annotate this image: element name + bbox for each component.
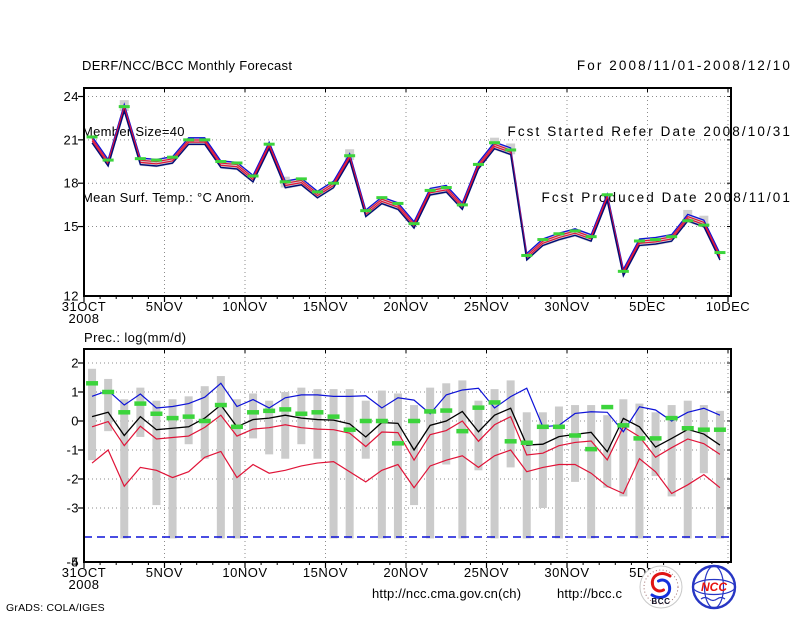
svg-text:15NOV: 15NOV — [303, 299, 348, 314]
svg-text:12: 12 — [64, 289, 79, 304]
svg-text:24: 24 — [64, 89, 79, 104]
svg-text:20NOV: 20NOV — [383, 565, 428, 580]
svg-text:20NOV: 20NOV — [383, 299, 428, 314]
bcc-logo-label: BCC — [651, 597, 670, 606]
bcc-swirl-red-icon — [650, 572, 672, 593]
precip-panel-title: Prec.: log(mm/d) — [84, 330, 187, 345]
grads-credit: GrADS: COLA/IGES — [6, 602, 105, 614]
svg-text:10DEC: 10DEC — [706, 299, 750, 314]
header-left: DERF/NCC/BCC Monthly Forecast Member Siz… — [82, 11, 292, 253]
page-title: DERF/NCC/BCC Monthly Forecast — [82, 58, 293, 73]
svg-text:15: 15 — [64, 219, 79, 234]
svg-text:-3: -3 — [66, 501, 79, 516]
svg-text:0: 0 — [71, 414, 79, 429]
svg-text:21: 21 — [64, 132, 79, 147]
svg-text:-5: -5 — [66, 555, 79, 570]
produced-date-label: Fcst Produced Date 2008/11/01 — [541, 190, 792, 205]
svg-text:15NOV: 15NOV — [303, 565, 348, 580]
svg-text:2: 2 — [71, 356, 79, 371]
svg-text:-4: -4 — [66, 555, 79, 570]
refer-date-label: Fcst Started Refer Date 2008/10/31 — [507, 124, 792, 139]
svg-text:2008: 2008 — [69, 577, 100, 592]
svg-text:5DEC: 5DEC — [629, 299, 666, 314]
svg-text:10NOV: 10NOV — [222, 565, 267, 580]
forecast-range-label: For 2008/11/01-2008/12/10 — [576, 58, 792, 73]
svg-text:25NOV: 25NOV — [464, 565, 509, 580]
temp-panel-title: Mean Surf. Temp.: °C Anom. — [82, 190, 255, 205]
svg-text:30NOV: 30NOV — [544, 299, 589, 314]
svg-text:31OCT: 31OCT — [62, 565, 106, 580]
svg-text:18: 18 — [64, 176, 79, 191]
ncc-url-link[interactable]: http://ncc.cma.gov.cn(ch) — [372, 586, 522, 601]
svg-text:25NOV: 25NOV — [464, 299, 509, 314]
bcc-url-link[interactable]: http://bcc.c — [557, 586, 623, 601]
svg-text:1: 1 — [71, 385, 79, 400]
ncc-logo: NCC — [684, 564, 752, 612]
svg-text:2008: 2008 — [69, 311, 100, 326]
svg-text:10NOV: 10NOV — [222, 299, 267, 314]
svg-text:31OCT: 31OCT — [62, 299, 106, 314]
svg-text:30NOV: 30NOV — [544, 565, 589, 580]
ncc-waves-icon — [700, 596, 726, 602]
header-right: For 2008/11/01-2008/12/10 Fcst Started R… — [507, 11, 792, 253]
svg-text:5NOV: 5NOV — [146, 299, 183, 314]
svg-text:-1: -1 — [66, 443, 79, 458]
bcc-logo: BCC — [639, 565, 683, 609]
bcc-swirl-blue-icon — [650, 578, 672, 599]
ncc-logo-label: NCC — [701, 580, 727, 594]
svg-text:-2: -2 — [66, 472, 79, 487]
svg-text:5NOV: 5NOV — [146, 565, 183, 580]
